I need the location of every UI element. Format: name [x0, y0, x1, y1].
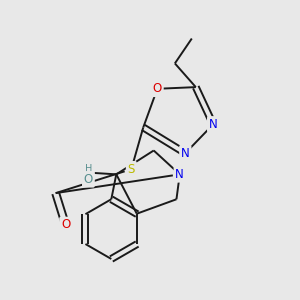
- Text: N: N: [209, 118, 218, 131]
- Text: O: O: [61, 218, 70, 232]
- Text: N: N: [176, 168, 184, 181]
- Text: H: H: [85, 164, 92, 174]
- Text: O: O: [153, 82, 162, 95]
- Text: S: S: [128, 163, 135, 176]
- Text: N: N: [181, 147, 190, 160]
- Text: O: O: [84, 173, 93, 186]
